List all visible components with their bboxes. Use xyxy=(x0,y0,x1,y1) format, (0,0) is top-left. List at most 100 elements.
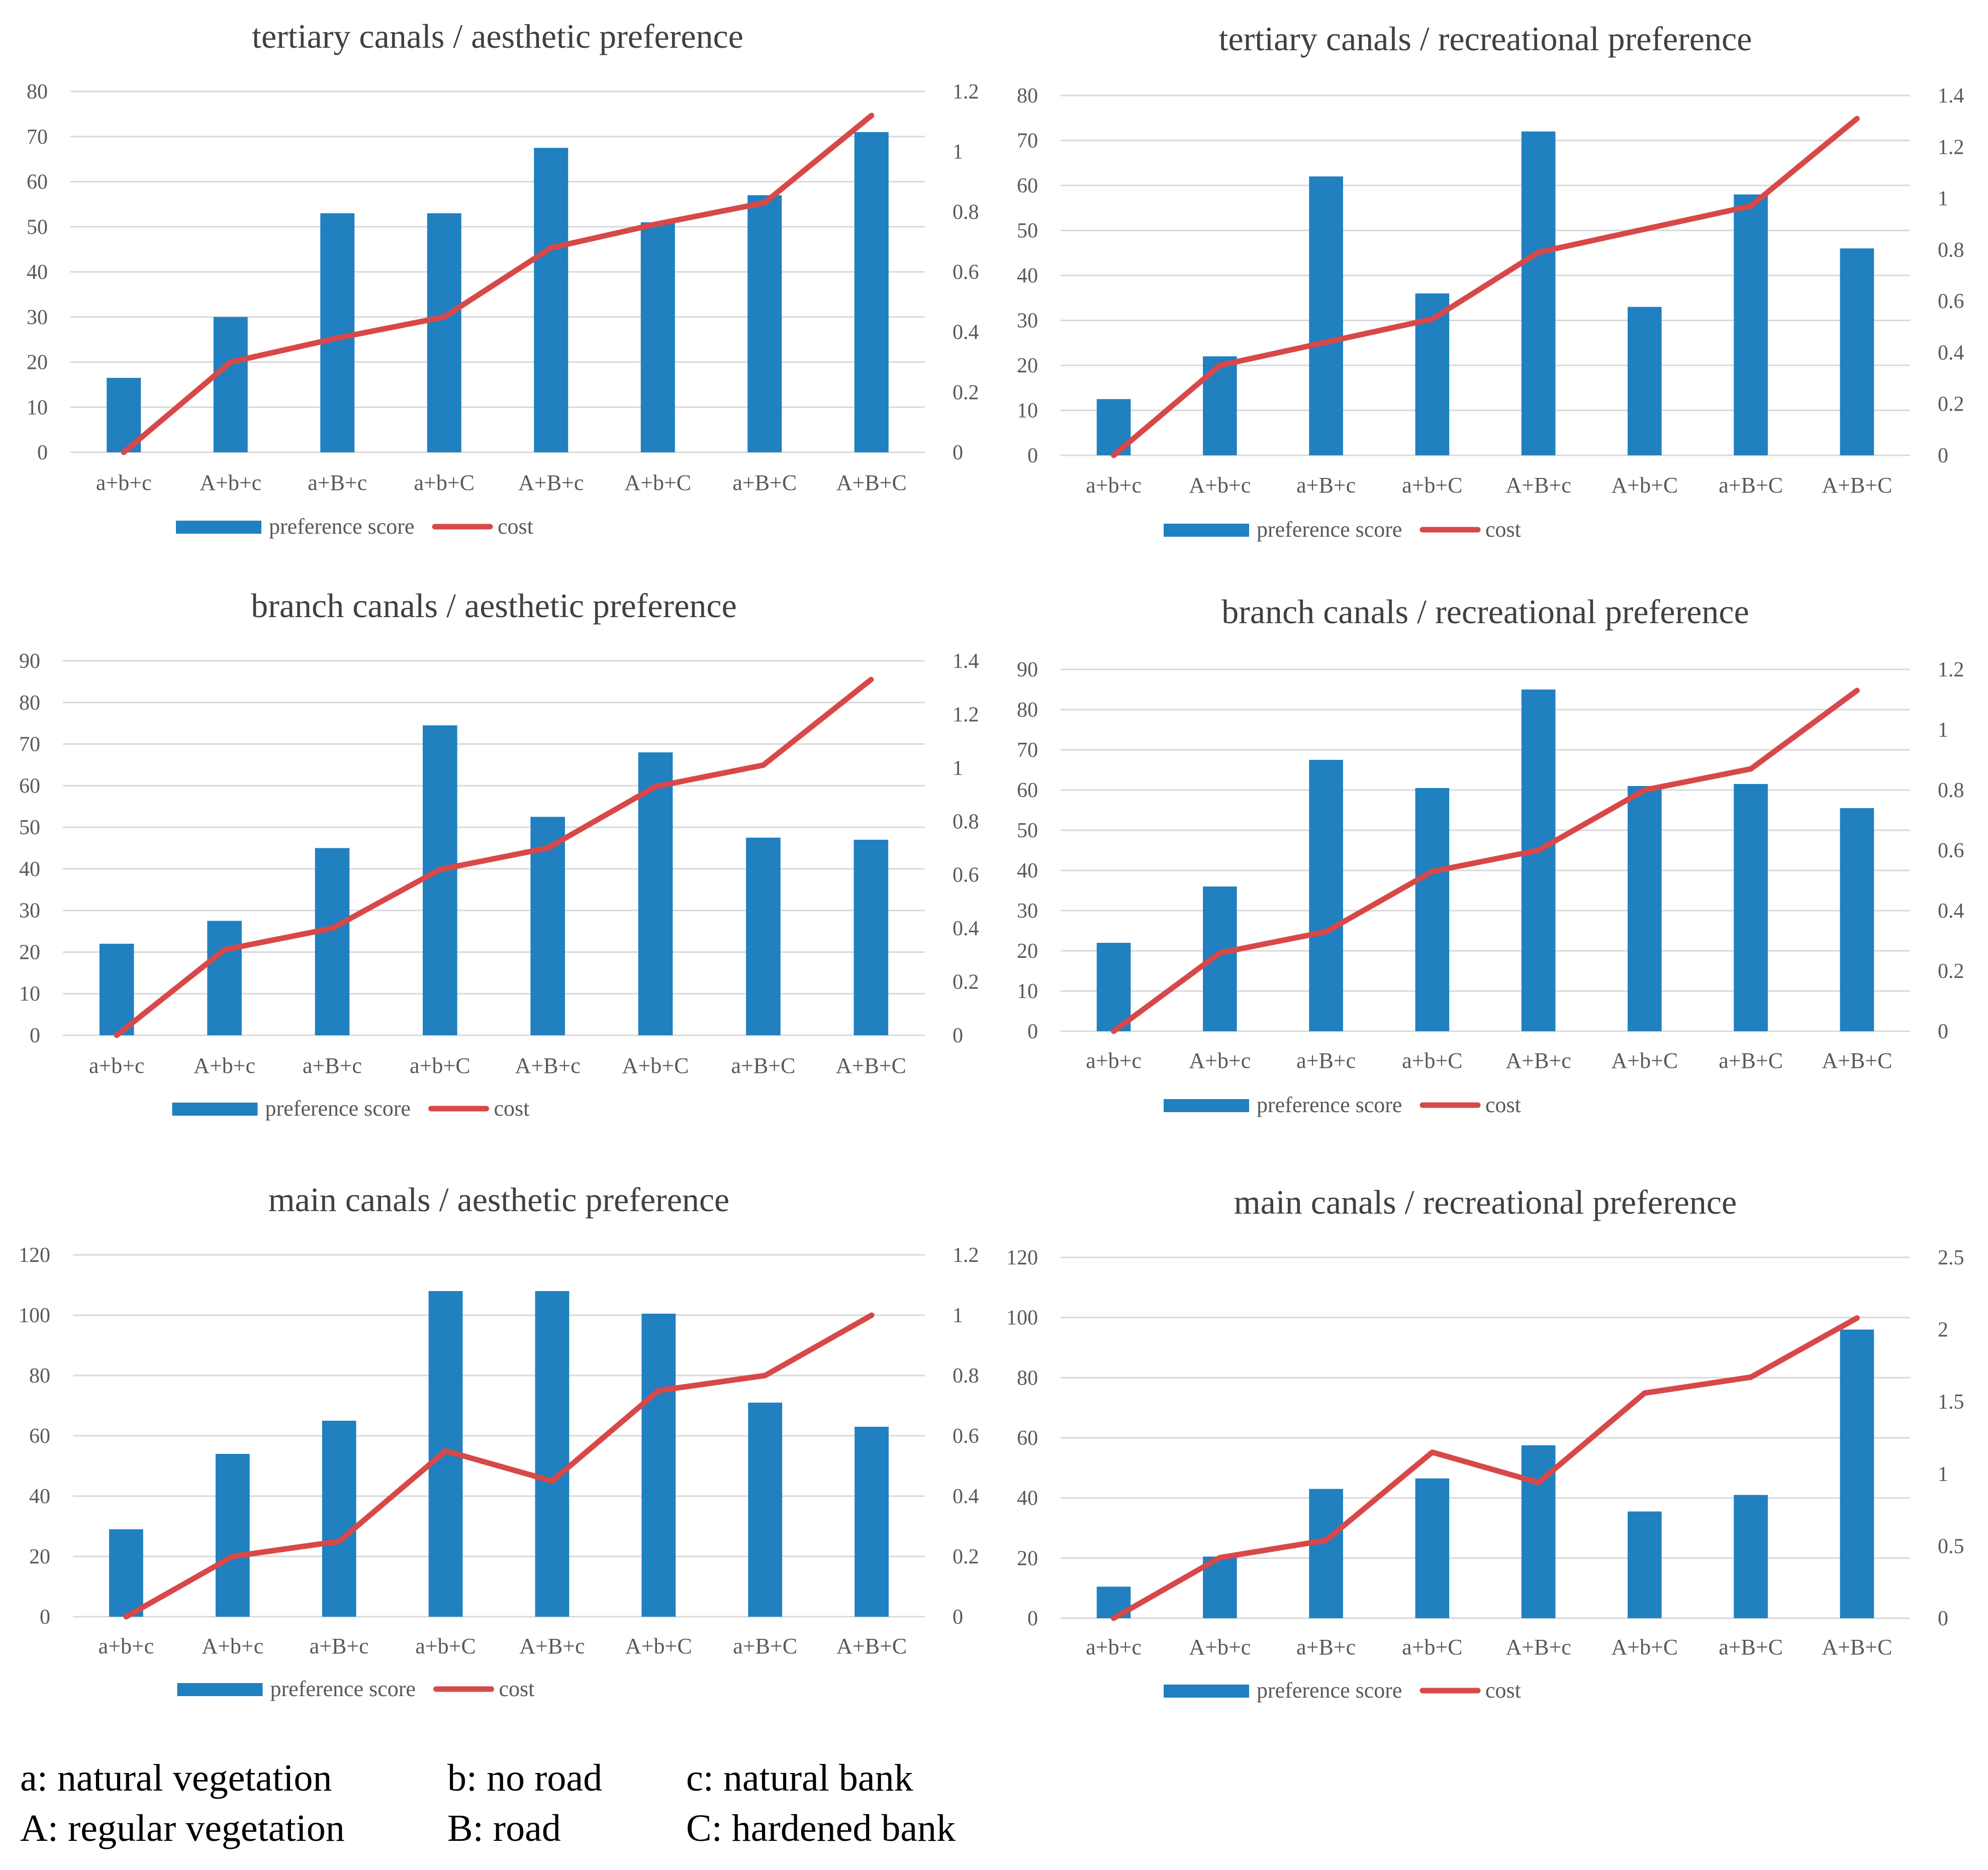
bar xyxy=(109,1529,143,1617)
y-tick-label: 70 xyxy=(1017,130,1038,153)
legend-label-cost: cost xyxy=(494,1096,530,1121)
key-b: b: no road xyxy=(447,1757,603,1799)
cost-point xyxy=(1431,870,1434,872)
bar xyxy=(213,317,248,452)
x-tick-label: a+b+c xyxy=(89,1053,145,1078)
cost-point xyxy=(1750,768,1752,770)
y2-tick-label: 2 xyxy=(1938,1319,1948,1342)
y-tick-label: 80 xyxy=(19,692,40,715)
x-tick-label: A+b+C xyxy=(622,1053,689,1078)
chart-panel-5: main canals / aesthetic preference 0 20 40 6… xyxy=(19,1180,979,1701)
cost-point xyxy=(764,1374,767,1376)
cost-point xyxy=(1750,205,1752,207)
x-tick-label: A+b+C xyxy=(1611,1048,1678,1073)
cost-point xyxy=(1643,1392,1646,1394)
cost-point xyxy=(1112,1617,1115,1619)
cost-point xyxy=(1856,1317,1858,1319)
bar xyxy=(1628,1511,1662,1618)
bar xyxy=(215,1454,250,1617)
x-tick-label: a+B+c xyxy=(1296,1048,1356,1073)
cost-point xyxy=(331,927,333,930)
chart-panel-6: main canals / recreational preference020… xyxy=(1006,1183,1964,1703)
y2-tick-label: 0.6 xyxy=(953,261,979,284)
legend-label-cost: cost xyxy=(1485,1093,1521,1117)
y2-tick-label: 1.2 xyxy=(1938,658,1964,681)
x-tick-label: a+b+c xyxy=(1086,1048,1142,1073)
x-tick-label: a+b+C xyxy=(415,1634,476,1658)
cost-point xyxy=(1325,1539,1328,1541)
y-tick-label: 20 xyxy=(27,351,48,374)
y-tick-label: 20 xyxy=(29,1545,50,1568)
x-tick-label: a+B+c xyxy=(1296,473,1356,498)
y-tick-label: 30 xyxy=(1017,310,1038,333)
x-tick-label: A+b+c xyxy=(1189,473,1251,498)
y2-tick-label: 0.2 xyxy=(1938,393,1964,416)
x-tick-label: a+B+c xyxy=(308,470,367,495)
x-tick-label: a+B+C xyxy=(732,470,797,495)
x-tick-label: A+b+c xyxy=(1189,1048,1251,1073)
cost-point xyxy=(338,1540,340,1542)
x-tick-label: A+B+C xyxy=(836,1053,906,1078)
y-tick-label: 60 xyxy=(27,171,48,194)
y2-tick-label: 1 xyxy=(1938,719,1948,742)
bar xyxy=(1628,307,1662,455)
y-tick-label: 10 xyxy=(1017,980,1038,1003)
y-tick-label: 90 xyxy=(19,650,40,673)
cost-point xyxy=(764,202,766,204)
x-tick-label: A+B+C xyxy=(1822,473,1892,498)
y-tick-label: 10 xyxy=(1017,400,1038,423)
cost-point xyxy=(116,1034,118,1036)
cost-point xyxy=(1537,251,1540,253)
y-tick-label: 40 xyxy=(19,858,40,881)
x-tick-label: a+b+C xyxy=(1402,1635,1463,1659)
x-tick-label: a+B+C xyxy=(1719,473,1783,498)
cost-point xyxy=(223,948,226,951)
x-tick-label: a+B+C xyxy=(733,1634,797,1658)
y2-tick-label: 0.4 xyxy=(953,321,979,344)
chart-title: branch canals / recreational preference xyxy=(1221,593,1749,631)
y2-tick-label: 0.2 xyxy=(953,381,979,404)
y2-tick-label: 1.5 xyxy=(1938,1391,1964,1414)
cost-point xyxy=(443,316,445,318)
y2-tick-label: 2.5 xyxy=(1938,1246,1964,1269)
y2-tick-label: 0.4 xyxy=(1938,341,1964,364)
y2-tick-label: 0.4 xyxy=(953,1485,979,1508)
y2-tick-label: 1.2 xyxy=(1938,136,1964,159)
legend-label-preference: preference score xyxy=(270,1677,416,1701)
y-tick-label: 50 xyxy=(27,216,48,239)
x-tick-label: A+b+c xyxy=(202,1634,263,1658)
x-tick-label: A+B+c xyxy=(518,470,584,495)
cost-point xyxy=(1218,364,1221,366)
y2-tick-label: 0.2 xyxy=(953,971,979,994)
x-tick-label: A+b+C xyxy=(1611,473,1678,498)
legend-label-preference: preference score xyxy=(1257,517,1402,542)
y2-tick-label: 1 xyxy=(1938,1463,1948,1486)
legend-swatch-preference xyxy=(1164,524,1249,537)
y2-tick-label: 1 xyxy=(953,141,963,164)
x-tick-label: a+b+C xyxy=(1402,1048,1463,1073)
x-tick-label: a+B+C xyxy=(1719,1635,1783,1659)
cost-line xyxy=(123,1312,875,1620)
y-tick-label: 60 xyxy=(19,774,40,798)
bar xyxy=(1628,786,1662,1031)
legend-label-cost: cost xyxy=(1485,517,1521,542)
x-tick-label: a+B+C xyxy=(1719,1048,1783,1073)
cost-point xyxy=(229,361,232,363)
y2-tick-label: 0.8 xyxy=(1938,239,1964,262)
y-tick-label: 70 xyxy=(19,733,40,756)
bar xyxy=(1840,1329,1874,1618)
y-tick-label: 30 xyxy=(27,306,48,329)
bar xyxy=(748,1403,783,1617)
legend-swatch-preference xyxy=(176,521,261,534)
y2-tick-label: 0 xyxy=(1938,1607,1948,1630)
cost-point xyxy=(656,223,659,225)
cost-point xyxy=(1431,318,1434,320)
legend-swatch-preference xyxy=(177,1683,263,1696)
bar xyxy=(638,752,673,1035)
cost-point xyxy=(1325,931,1328,933)
y2-tick-label: 0.2 xyxy=(1938,960,1964,983)
x-tick-label: A+B+c xyxy=(515,1053,581,1078)
chart-title: tertiary canals / aesthetic preference xyxy=(252,17,743,55)
bar xyxy=(1309,176,1343,456)
